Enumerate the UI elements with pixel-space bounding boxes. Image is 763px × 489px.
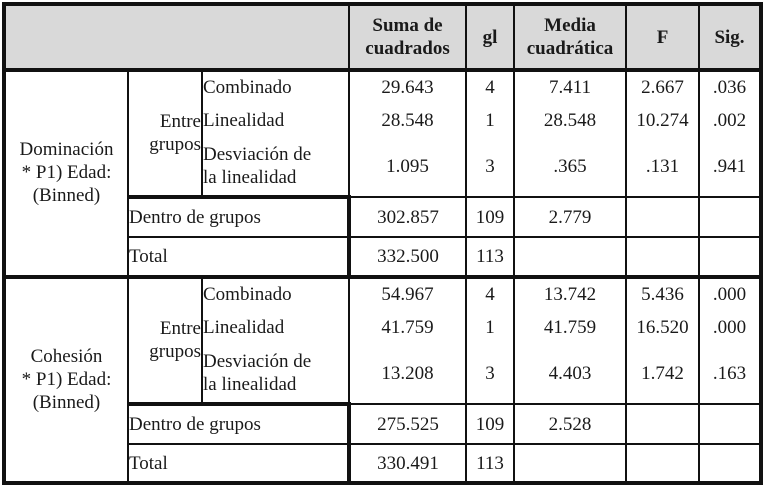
cell-suma: 330.491 <box>348 443 467 484</box>
cell-media: 2.779 <box>513 196 627 238</box>
cell-f: 5.436 <box>625 275 700 310</box>
cell-gl: 3 <box>465 137 515 198</box>
cell-gl: 113 <box>465 236 515 278</box>
cell-gl: 3 <box>465 344 515 405</box>
row-label: Desviación de la linealidad <box>201 344 350 405</box>
table-row-dominacion-desviacion: Desviación de la linealidad 1.095 3 .365 … <box>4 137 762 198</box>
header-media: Media cuadrática <box>513 3 627 72</box>
header-suma: Suma de cuadrados <box>348 3 467 72</box>
row-label: Total <box>127 443 351 484</box>
cell-suma: 332.500 <box>348 236 467 278</box>
row-label: Total <box>127 236 351 278</box>
cell-sig <box>698 403 762 445</box>
header-sig: Sig. <box>698 3 762 72</box>
cell-gl: 4 <box>465 275 515 310</box>
cell-suma: 13.208 <box>348 344 467 405</box>
cell-sig <box>698 443 762 484</box>
cell-f: 1.742 <box>625 344 700 405</box>
row-label: Linealidad <box>201 310 350 344</box>
cell-sig <box>698 196 762 238</box>
cell-gl: 1 <box>465 310 515 344</box>
header-row: Suma de cuadrados gl Media cuadrática F Si… <box>3 3 762 72</box>
cell-f <box>625 236 700 278</box>
cell-gl: 109 <box>465 403 515 445</box>
row-label: Combinado <box>201 275 350 310</box>
cell-f: 2.667 <box>625 68 700 103</box>
row-label: Dentro de grupos <box>127 195 351 238</box>
variable-label-dominacion: Dominación * P1) Edad: (Binned) <box>3 68 129 278</box>
cell-gl: 109 <box>465 196 515 238</box>
cell-sig: .163 <box>698 344 762 405</box>
cell-f <box>625 196 700 238</box>
cell-media: 41.759 <box>513 310 627 344</box>
table-row-cohesion-desviacion: Desviación de la linealidad 13.208 3 4.40… <box>4 344 762 405</box>
cell-sig: .002 <box>698 103 762 137</box>
cell-media: 13.742 <box>513 275 627 310</box>
cell-suma: 41.759 <box>348 310 467 344</box>
cell-suma: 28.548 <box>348 103 467 137</box>
cell-suma: 29.643 <box>348 68 467 103</box>
header-blank <box>3 3 350 72</box>
cell-media: 7.411 <box>513 68 627 103</box>
cell-gl: 4 <box>465 68 515 103</box>
cell-suma: 1.095 <box>348 137 467 198</box>
table-row-dominacion-dentro: Dentro de grupos 302.857 109 2.779 <box>4 195 762 238</box>
cell-f: 16.520 <box>625 310 700 344</box>
cell-suma: 54.967 <box>348 275 467 310</box>
table-row-dominacion-total: Total 332.500 113 <box>4 236 762 278</box>
cell-media: 28.548 <box>513 103 627 137</box>
cell-media: 2.528 <box>513 403 627 445</box>
cell-f: 10.274 <box>625 103 700 137</box>
cell-gl: 1 <box>465 103 515 137</box>
cell-f: .131 <box>625 137 700 198</box>
cell-sig <box>698 236 762 278</box>
cell-media: 4.403 <box>513 344 627 405</box>
cell-media: .365 <box>513 137 627 198</box>
cell-sig: .941 <box>698 137 762 198</box>
table-row-cohesion-combinado: Cohesión * P1) Edad: (Binned) Entre grupos … <box>3 275 762 484</box>
cell-suma: 302.857 <box>348 196 467 238</box>
table-row-cohesion-dentro: Dentro de grupos 275.525 109 2.528 <box>4 402 762 445</box>
cell-sig: .036 <box>698 68 762 103</box>
cell-suma: 275.525 <box>348 403 467 445</box>
cell-f <box>625 403 700 445</box>
cell-sig: .000 <box>698 310 762 344</box>
cell-sig: .000 <box>698 275 762 310</box>
header-f: F <box>625 3 700 72</box>
cell-media <box>513 443 627 484</box>
row-label: Dentro de grupos <box>127 402 351 445</box>
table-row-dominacion-linealidad: Linealidad 28.548 1 28.548 10.274 .002 <box>4 103 762 137</box>
entre-grupos-label: Entre grupos <box>127 275 203 405</box>
cell-f <box>625 443 700 484</box>
row-label: Linealidad <box>201 103 350 137</box>
row-label: Combinado <box>201 68 350 103</box>
entre-grupos-label: Entre grupos <box>127 68 203 198</box>
cell-media <box>513 236 627 278</box>
table-row-cohesion-linealidad: Linealidad 41.759 1 41.759 16.520 .000 <box>4 310 762 344</box>
variable-label-cohesion: Cohesión * P1) Edad: (Binned) <box>3 275 129 484</box>
row-label: Desviación de la linealidad <box>201 137 350 198</box>
table-row-cohesion-total: Total 330.491 113 <box>4 443 762 484</box>
cell-gl: 113 <box>465 443 515 484</box>
table-row-dominacion-combinado: Dominación * P1) Edad: (Binned) Entre grupo… <box>3 68 762 278</box>
header-gl: gl <box>465 3 515 72</box>
